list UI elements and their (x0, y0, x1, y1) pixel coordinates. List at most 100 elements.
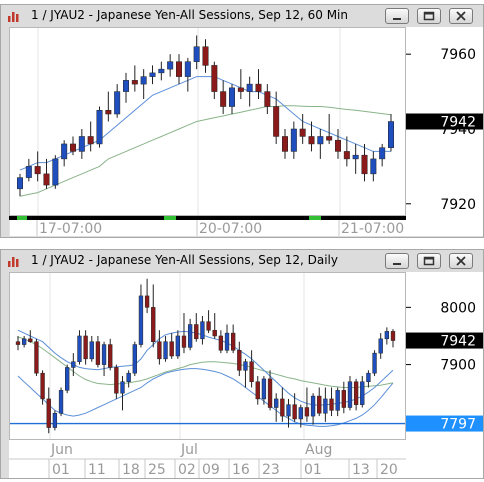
candle (282, 128, 288, 159)
candle-body (343, 151, 350, 160)
candle (249, 350, 254, 388)
level-price-badge (406, 415, 483, 432)
candle-body (292, 404, 297, 420)
candle (335, 128, 341, 159)
candle (184, 57, 191, 92)
candle (218, 330, 224, 354)
price-plot-area[interactable] (9, 272, 406, 440)
day-label: 09 (202, 462, 220, 478)
maximize-button[interactable] (417, 253, 441, 269)
candle-body (352, 154, 359, 160)
candle-body (151, 307, 156, 342)
candle-body (290, 128, 297, 152)
candle-body (175, 335, 180, 357)
candle (206, 310, 211, 334)
candle-body (384, 331, 390, 340)
candle (28, 330, 33, 343)
candle-body (378, 338, 383, 354)
candle (310, 393, 316, 425)
candle-body (237, 350, 242, 371)
candle (163, 335, 168, 362)
chart-app-icon (8, 12, 19, 22)
candle-body (140, 76, 147, 85)
minimize-button[interactable] (385, 8, 409, 24)
window-title: 1 / JYAU2 - Japanese Yen-All Sessions, S… (31, 8, 348, 22)
price-plot-area[interactable] (9, 27, 406, 216)
candle (360, 376, 365, 408)
month-label: Aug (305, 442, 332, 458)
time-label: 21-07:00 (341, 221, 404, 236)
candle-body (211, 65, 218, 92)
candle (101, 341, 107, 377)
price-scale[interactable]: 7960 7940 7920 7942 (406, 27, 483, 216)
candle (343, 136, 350, 167)
candle (220, 80, 227, 115)
window-titlebar[interactable]: 1 / JYAU2 - Japanese Yen-All Sessions, S… (1, 5, 483, 27)
candle (158, 61, 165, 81)
candle-body (286, 404, 291, 417)
candle-body (96, 110, 103, 145)
level-price-label: 7797 (440, 417, 476, 433)
minimize-button[interactable] (385, 253, 409, 269)
candle (246, 76, 253, 107)
month-label: Jul (180, 442, 198, 458)
current-price-label: 7942 (440, 334, 476, 350)
candle-body (181, 335, 187, 348)
candle-body (261, 378, 267, 400)
candle (70, 136, 76, 156)
candle-body (299, 128, 306, 137)
candle-body (114, 367, 119, 394)
candle (149, 65, 156, 85)
candle-body (379, 147, 386, 160)
candle (326, 114, 333, 144)
candle-body (120, 381, 125, 394)
candle (273, 91, 280, 144)
minimize-icon (393, 18, 401, 20)
close-icon (456, 11, 466, 21)
candle (274, 393, 279, 422)
candle-body (326, 136, 333, 141)
candle-body (304, 407, 310, 417)
close-button[interactable] (449, 8, 473, 24)
candle (132, 341, 137, 377)
session-marker (164, 216, 176, 220)
candle (176, 54, 182, 85)
candle (372, 350, 377, 377)
candle-body (202, 46, 209, 66)
maximize-button[interactable] (417, 8, 441, 24)
candle-body (308, 136, 315, 145)
candle (114, 84, 121, 118)
moving-average-long-line (19, 105, 392, 197)
close-button[interactable] (449, 253, 473, 269)
candle-body (78, 136, 85, 152)
candlestick-chart (10, 273, 405, 439)
candle-body (61, 143, 68, 160)
window-titlebar[interactable]: 1 / JYAU2 - Japanese Yen-All Sessions, S… (1, 250, 483, 272)
candle-body (317, 395, 322, 414)
day-label: 01 (52, 462, 70, 478)
scale-corner (406, 216, 483, 236)
candle-body (43, 173, 50, 186)
time-axis[interactable]: Jun Jul Aug 01 11 18 25 02 09 16 23 01 13 20 (9, 440, 406, 478)
candle-body (220, 91, 227, 107)
candle (290, 121, 297, 159)
time-axis[interactable]: 17-07:00 20-07:00 21-07:00 (8, 216, 406, 237)
current-price-badge (406, 332, 483, 349)
candle (87, 121, 94, 152)
candle (77, 330, 82, 365)
candle-body (255, 381, 260, 400)
candle (388, 114, 394, 152)
day-label: 18 (122, 462, 140, 478)
price-scale[interactable]: 8000 7900 7942 7797 (406, 272, 483, 440)
day-label: 23 (262, 462, 280, 478)
candle-body (77, 335, 82, 362)
candle-body (157, 341, 162, 360)
candle (299, 114, 306, 144)
candle (243, 358, 248, 388)
session-strip (9, 216, 406, 220)
candle-body (193, 46, 200, 62)
chart-window-60min: 1 / JYAU2 - Japanese Yen-All Sessions, S… (0, 4, 484, 238)
candle-body (237, 87, 244, 92)
candle (308, 121, 315, 152)
candle-body (360, 381, 365, 405)
